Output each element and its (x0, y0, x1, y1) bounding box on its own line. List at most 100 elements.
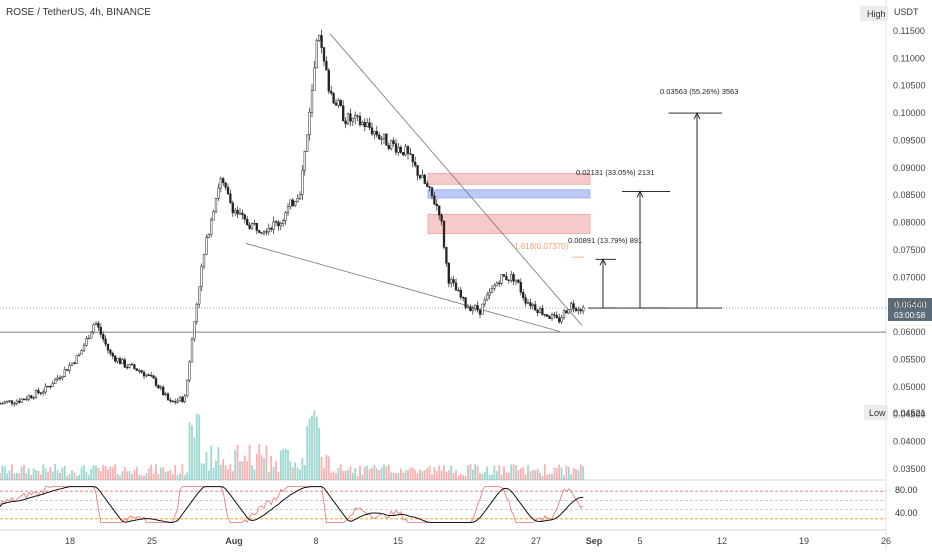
volume-bar (414, 469, 417, 480)
volume-bar (241, 461, 244, 480)
target-arrow-head (693, 112, 701, 120)
volume-bar (308, 418, 311, 480)
volume-bar (162, 467, 165, 480)
volume-bar (27, 468, 30, 480)
volume-bar (320, 457, 323, 480)
candle-body (296, 198, 299, 202)
volume-bar (395, 473, 397, 480)
volume-bar (551, 473, 553, 480)
candle-body (22, 398, 26, 401)
candle-body (49, 386, 52, 388)
candle-body (42, 391, 45, 394)
candle-body (493, 285, 496, 289)
candle-body (406, 146, 410, 154)
candle-body (306, 134, 309, 152)
volume-bar (438, 465, 441, 480)
volume-bar (383, 464, 385, 480)
volume-bar (315, 416, 318, 480)
volume-bar (368, 469, 371, 480)
candle-body (102, 333, 105, 340)
current-price: 0.06440 (894, 300, 927, 310)
candle-body (514, 279, 518, 282)
volume-bar (116, 473, 119, 480)
candle-body (534, 304, 537, 311)
volume-bar (481, 473, 484, 480)
volume-bar (419, 469, 421, 480)
candle-body (195, 303, 198, 322)
candle-body (442, 221, 446, 248)
volume-bar (270, 455, 273, 480)
volume-bar (567, 466, 570, 480)
candle-body (346, 113, 350, 125)
candle-body (397, 147, 400, 153)
volume-bar (205, 452, 208, 480)
candle-body (320, 35, 323, 48)
candle-body (284, 212, 287, 221)
candle-body (217, 187, 220, 199)
y-axis: 0.03500 0.04000 0.04500 0.05000 0.05500 0.060… (893, 26, 926, 474)
candle-body (433, 195, 436, 205)
candle-body (63, 369, 66, 377)
candle-body (315, 40, 318, 69)
volume-bar (335, 473, 337, 480)
volume-bar (37, 470, 40, 480)
candle-body (361, 122, 364, 126)
y-tick-label: 0.10000 (893, 108, 926, 118)
candle-body (390, 140, 393, 149)
volume-bar (30, 474, 33, 480)
volume-bar (402, 472, 405, 480)
candle-body (550, 314, 554, 320)
volume-bar (488, 474, 491, 480)
candle-body (255, 222, 258, 231)
candle-body (157, 385, 160, 389)
volume-bar (215, 460, 217, 480)
x-tick-label: 19 (799, 536, 809, 546)
candle-body (193, 321, 196, 340)
candle-body (90, 331, 93, 339)
candle-body (344, 120, 347, 125)
high-label: High (867, 9, 886, 19)
candle-body (82, 345, 86, 351)
candle-body (150, 375, 153, 377)
volume-bar (541, 475, 544, 480)
candle-body (27, 395, 30, 400)
volume-bar (56, 470, 59, 480)
volume-bar (450, 465, 453, 480)
candle-body (435, 203, 438, 207)
candle-body (116, 358, 119, 362)
candle-body (250, 223, 254, 229)
candle-body (423, 174, 426, 184)
volume-bar (510, 464, 513, 480)
x-tick-label: Sep (586, 536, 603, 546)
candle-body (478, 309, 482, 315)
target-arrow-head (599, 258, 607, 266)
volume-bar (135, 467, 138, 480)
candle-body (536, 309, 539, 314)
candles (0, 29, 585, 407)
candle-body (1, 403, 4, 405)
candle-body (469, 307, 472, 311)
volume-bar (572, 468, 575, 480)
y-tick-label: 0.11500 (893, 26, 925, 36)
volume-bar (200, 463, 203, 480)
volume-bar (387, 464, 390, 480)
volume-bar (507, 472, 510, 480)
candle-body (447, 262, 450, 284)
candle-body (190, 338, 194, 363)
volume-bar (433, 467, 436, 480)
candle-body (58, 377, 62, 379)
candle-body (378, 134, 381, 140)
volume-bar (150, 464, 153, 480)
candle-body (411, 154, 414, 163)
candle-body (20, 398, 23, 403)
candle-body (231, 202, 234, 214)
volume-bar (198, 414, 201, 480)
volume-bar (85, 471, 88, 480)
volume-bar (263, 458, 265, 480)
volume-bar (330, 472, 333, 480)
volume-bar (337, 468, 340, 480)
candle-body (570, 303, 573, 310)
volume-bar (212, 467, 215, 480)
